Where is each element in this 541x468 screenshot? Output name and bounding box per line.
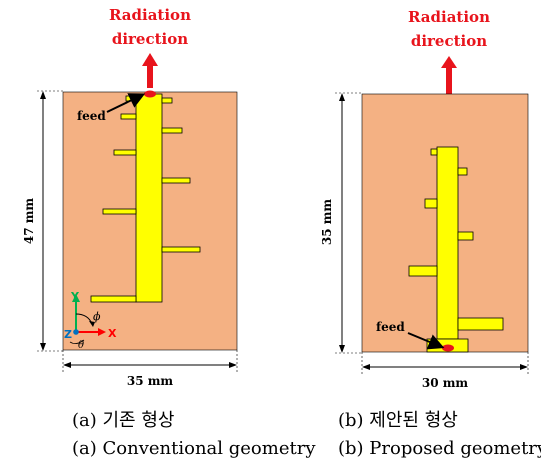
right-height-dimension [335, 92, 362, 354]
left-caption-korean: (a) 기존 형상 [72, 410, 175, 431]
proposed-antenna: Radiation direction feed 35 mm [320, 8, 529, 390]
axis-theta-label: θ [78, 340, 84, 351]
right-height-label: 35 mm [320, 199, 334, 246]
right-radiation-label-line2: direction [411, 32, 487, 50]
left-feed-label: feed [77, 109, 106, 123]
right-width-label: 30 mm [422, 376, 469, 390]
right-caption-english: (b) Proposed geometry [338, 438, 541, 459]
axis-x-label: X [108, 327, 117, 340]
right-feed-pointer [407, 332, 445, 350]
right-feed-point [442, 344, 454, 352]
left-width-label: 35 mm [127, 374, 174, 388]
left-stub-4 [161, 127, 183, 134]
z-axis-dot [73, 329, 79, 335]
left-stub-8 [161, 246, 201, 253]
right-feed-label: feed [376, 320, 405, 334]
left-main-strip [135, 93, 163, 303]
left-caption-english: (a) Conventional geometry [72, 438, 316, 459]
right-width-dimension [361, 352, 529, 374]
axis-y-label: Y [70, 290, 80, 303]
left-feed-pointer [106, 93, 146, 113]
left-stub-9 [90, 295, 137, 303]
right-caption-korean: (b) 제안된 형상 [338, 410, 458, 431]
left-stub-5 [113, 149, 137, 156]
right-main-strip [436, 146, 459, 340]
right-stub-5 [408, 265, 438, 277]
right-stubs [408, 148, 504, 331]
right-stub-4 [457, 231, 474, 241]
conventional-antenna: Radiation direction feed [22, 6, 238, 388]
left-stub-7 [102, 208, 137, 215]
axis-phi-label: ϕ [93, 310, 101, 323]
right-stub-6 [457, 317, 504, 331]
left-height-dimension [37, 90, 63, 352]
right-radiation-label-line1: Radiation [408, 8, 490, 26]
right-stub-2 [457, 167, 468, 176]
coordinate-axes [69, 294, 106, 344]
left-height-label: 47 mm [22, 198, 36, 245]
left-stub-6 [161, 177, 191, 184]
left-radiation-label-line1: Radiation [109, 6, 191, 24]
right-stub-3 [424, 198, 438, 209]
left-stub-2 [161, 97, 173, 104]
right-stub-1 [430, 148, 438, 156]
left-width-dimension [62, 350, 238, 372]
left-radiation-label-line2: direction [112, 30, 188, 48]
axis-z-label: Z [64, 328, 72, 341]
left-stub-3 [120, 113, 137, 120]
left-radiation-arrow [142, 53, 158, 88]
left-feed-point [144, 90, 156, 98]
